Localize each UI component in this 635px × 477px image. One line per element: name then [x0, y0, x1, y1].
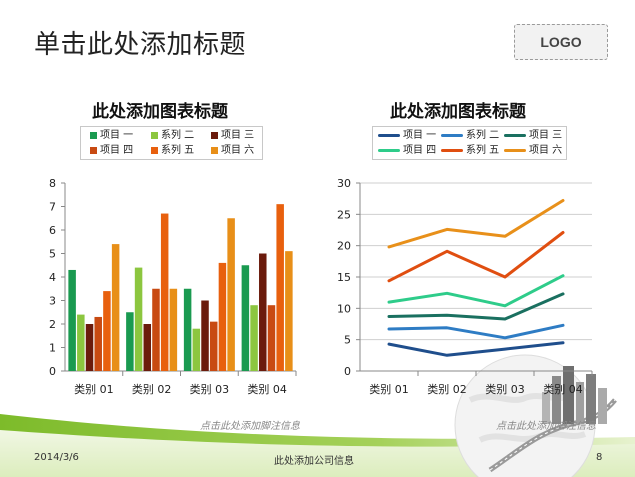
series-line — [387, 231, 565, 283]
y-tick-label: 10 — [337, 302, 351, 315]
footer-date: 2014/3/6 — [34, 452, 79, 463]
x-tick-label: 类别 01 — [74, 382, 114, 396]
bar — [103, 291, 111, 371]
x-tick-label: 类别 01 — [369, 382, 409, 396]
y-tick-label: 20 — [337, 240, 351, 253]
y-tick-label: 1 — [49, 342, 56, 355]
right-legend-item-4: 项目 四 — [378, 145, 436, 157]
left-chart-footnote[interactable]: 点击此处添加脚注信息 — [200, 421, 300, 432]
y-tick-label: 6 — [49, 224, 56, 237]
bar — [183, 288, 192, 371]
bar — [134, 267, 143, 371]
bar — [160, 213, 169, 371]
legend-swatch-icon — [211, 146, 218, 154]
left-legend-item-6: 项目 六 — [211, 145, 254, 157]
globe-city-decoration — [454, 354, 617, 477]
bar — [143, 324, 152, 371]
legend-swatch-icon — [151, 131, 158, 139]
bar — [68, 269, 76, 371]
y-tick-label: 30 — [337, 177, 351, 190]
bar — [250, 305, 258, 371]
x-tick-label: 类别 02 — [427, 382, 467, 396]
series-line — [387, 274, 565, 308]
bar — [209, 321, 218, 371]
bar — [192, 328, 201, 371]
left-legend-item-1: 项目 一 — [90, 130, 133, 142]
series-line — [387, 199, 565, 249]
bar — [85, 324, 94, 371]
x-tick-label: 类别 03 — [485, 382, 525, 396]
legend-line-icon — [378, 148, 400, 152]
legend-swatch-icon — [90, 131, 97, 139]
y-tick-label: 8 — [49, 177, 56, 190]
right-chart-legend: 项目 一 系列 二 项目 三 项目 四 系列 五 项目 六 — [372, 126, 567, 160]
slide-title[interactable]: 单击此处添加标题 — [34, 30, 247, 60]
series-line — [387, 341, 565, 357]
bar — [227, 218, 235, 371]
legend-swatch-icon — [90, 146, 97, 154]
footer-page-number: 8 — [596, 452, 603, 463]
series-line — [387, 323, 565, 340]
left-legend-item-4: 项目 四 — [90, 145, 133, 157]
y-tick-label: 15 — [337, 271, 351, 284]
y-tick-label: 25 — [337, 208, 351, 221]
legend-line-icon — [378, 133, 400, 137]
bar — [218, 262, 227, 371]
y-tick-label: 7 — [49, 201, 56, 214]
left-legend-item-5: 系列 五 — [151, 145, 194, 157]
bar — [259, 253, 267, 371]
bar — [267, 305, 276, 371]
right-legend-item-2: 系列 二 — [441, 130, 499, 142]
y-tick-label: 3 — [49, 295, 56, 308]
right-legend-item-1: 项目 一 — [378, 130, 436, 142]
footer-company: 此处添加公司信息 — [274, 456, 354, 467]
left-legend-item-3: 项目 三 — [211, 130, 254, 142]
left-chart-legend: 项目 一 系列 二 项目 三 项目 四 系列 五 项目 六 — [80, 126, 263, 160]
left-legend-item-2: 系列 二 — [151, 130, 194, 142]
bar — [77, 314, 85, 371]
right-chart-footnote[interactable]: 点击此处添加脚注信息 — [496, 421, 596, 432]
x-tick-label: 类别 04 — [247, 382, 287, 396]
x-tick-label: 类别 03 — [190, 382, 230, 396]
y-tick-label: 2 — [49, 318, 56, 331]
right-legend-item-6: 项目 六 — [504, 145, 562, 157]
legend-line-icon — [504, 148, 526, 152]
y-tick-label: 5 — [49, 248, 56, 261]
bar — [126, 312, 134, 371]
bar — [152, 288, 160, 371]
right-chart-title[interactable]: 此处添加图表标题 — [390, 102, 526, 122]
x-tick-label: 类别 02 — [132, 382, 172, 396]
bar — [94, 316, 102, 371]
bar — [285, 251, 293, 371]
right-legend-item-5: 系列 五 — [441, 145, 499, 157]
legend-swatch-icon — [211, 131, 218, 139]
legend-line-icon — [441, 133, 463, 137]
left-chart-title[interactable]: 此处添加图表标题 — [92, 102, 228, 122]
y-tick-label: 0 — [344, 365, 351, 378]
bar — [111, 244, 120, 371]
logo-placeholder[interactable]: LOGO — [514, 24, 608, 60]
legend-swatch-icon — [151, 146, 158, 154]
bar — [201, 300, 209, 371]
bar — [241, 265, 250, 371]
x-tick-label: 类别 04 — [543, 382, 583, 396]
legend-line-icon — [504, 133, 526, 137]
legend-line-icon — [441, 148, 463, 152]
bar — [169, 288, 178, 371]
y-tick-label: 5 — [344, 334, 351, 347]
y-tick-label: 4 — [49, 271, 56, 284]
y-tick-label: 0 — [49, 365, 56, 378]
series-line — [387, 292, 565, 321]
bar — [276, 204, 284, 371]
right-legend-item-3: 项目 三 — [504, 130, 562, 142]
